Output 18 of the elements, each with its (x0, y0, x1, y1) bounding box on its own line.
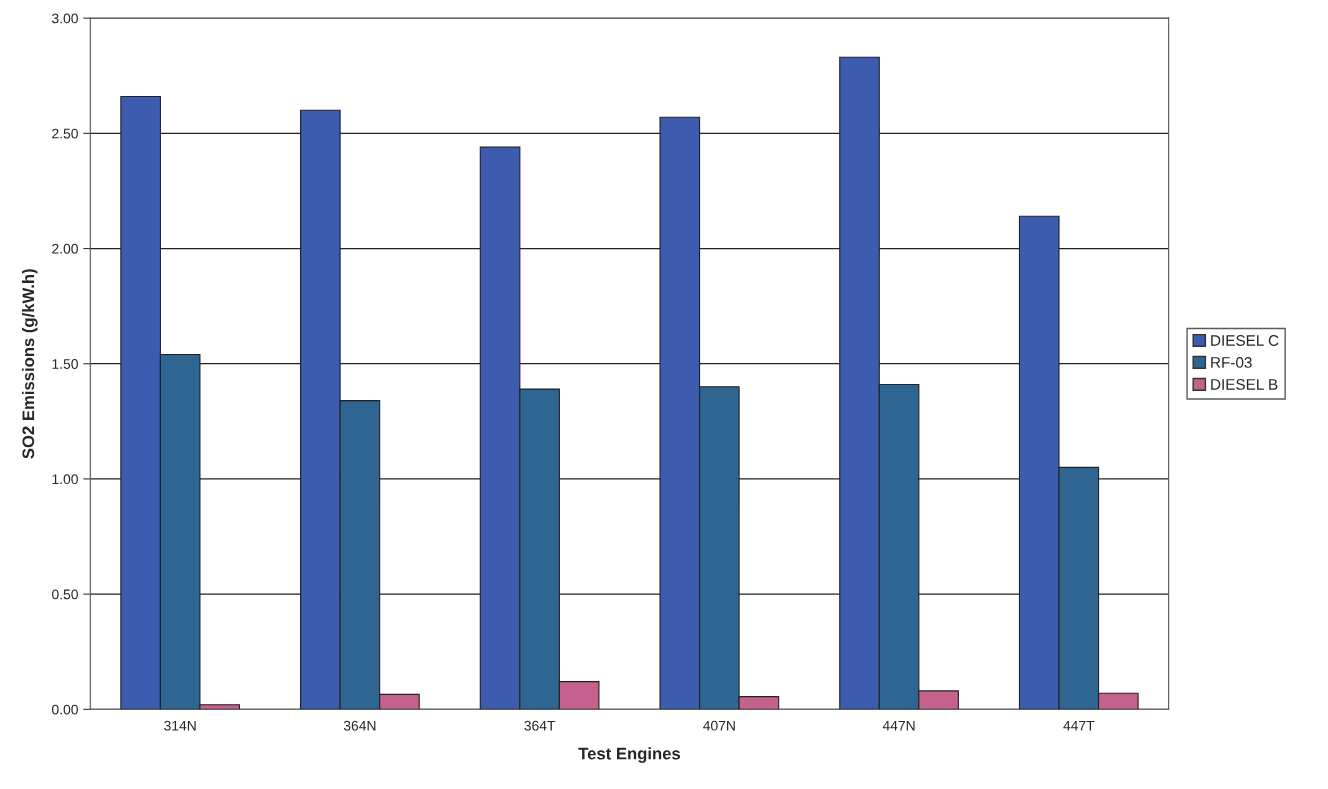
x-tick-label: 447N (882, 720, 915, 731)
y-tick-label: 2.00 (52, 243, 78, 254)
y-axis-title: SO2 Emissions (g/kW.h) (21, 269, 38, 459)
x-tick-label: 407N (703, 720, 735, 731)
x-tick-label: 364N (343, 720, 376, 731)
y-tick-label: 0.50 (52, 589, 78, 600)
y-tick-label: 1.50 (52, 359, 78, 369)
y-tick-label: 1.00 (52, 474, 78, 485)
x-tick-label: 447T (1063, 720, 1095, 731)
y-tick-label: 3.00 (52, 13, 78, 24)
legend-label: DIESEL C (1211, 335, 1279, 346)
legend-label: DIESEL B (1211, 379, 1278, 390)
x-tick-label: 314N (164, 720, 196, 731)
x-axis-title: Test Engines (578, 747, 681, 763)
y-tick-label: 0.00 (52, 704, 78, 715)
legend-label: RF-03 (1211, 357, 1252, 368)
x-tick-label: 364T (524, 720, 556, 731)
y-tick-label: 2.50 (52, 128, 78, 139)
